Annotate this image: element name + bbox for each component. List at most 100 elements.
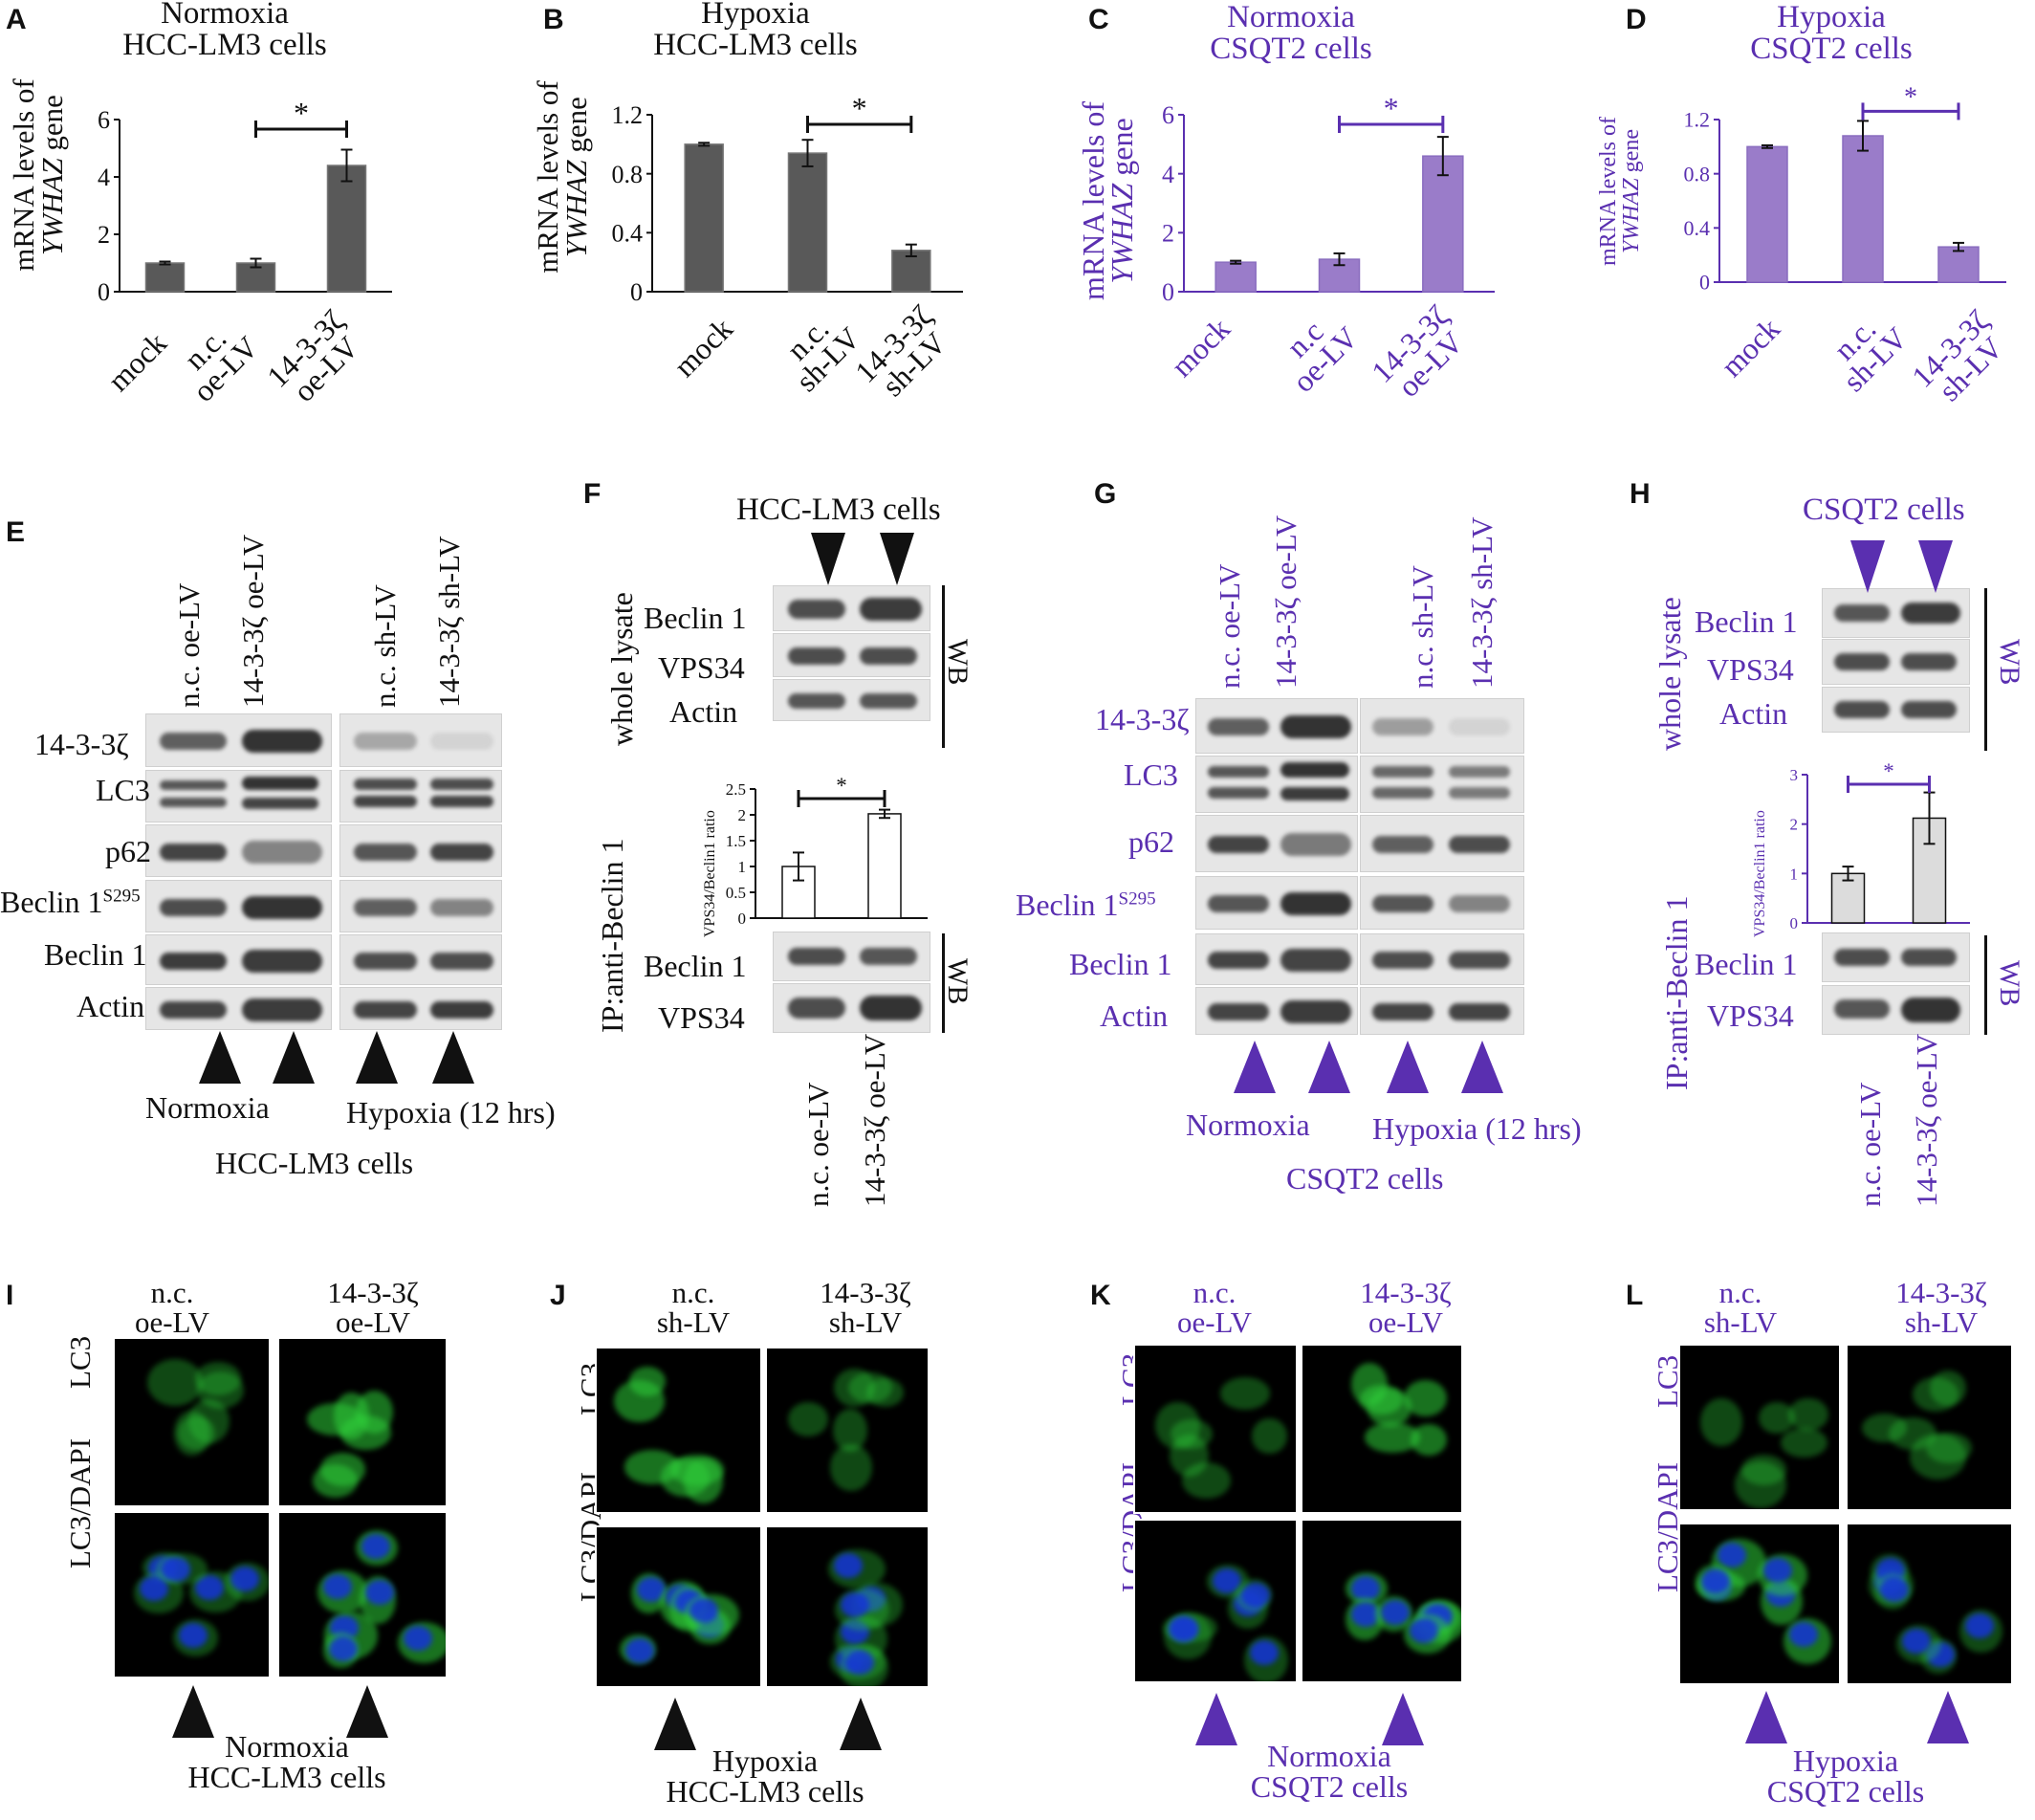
y-tick-label: 0 bbox=[630, 278, 643, 306]
condition-label: Hypoxia CSQT2 cells bbox=[1766, 1743, 1925, 1809]
blot-band bbox=[1280, 1000, 1351, 1023]
cell-blob bbox=[1930, 1370, 1967, 1406]
y-tick-label: 6 bbox=[1162, 101, 1174, 129]
blot-band bbox=[860, 647, 917, 665]
blot-band bbox=[430, 843, 493, 861]
blot-band bbox=[242, 840, 322, 864]
nucleus-blob bbox=[624, 1637, 654, 1663]
cell-blob bbox=[196, 1370, 244, 1410]
blot-band bbox=[1372, 787, 1433, 799]
significance-star: * bbox=[1384, 91, 1399, 125]
row-label: Beclin 1 bbox=[44, 937, 147, 972]
y-tick-label: 3 bbox=[1790, 766, 1799, 784]
blot-strip bbox=[1195, 933, 1358, 985]
panel-letter: L bbox=[1626, 1280, 1644, 1311]
lane-arrow-icon bbox=[811, 533, 845, 585]
cell-line-label: CSQT2 cells bbox=[1803, 493, 1965, 527]
blot-band bbox=[1280, 762, 1349, 778]
blot-strip bbox=[1360, 876, 1524, 930]
lane-arrow-icon bbox=[1745, 1691, 1787, 1743]
blot-band bbox=[1208, 895, 1269, 912]
panel-letter: C bbox=[1088, 4, 1109, 35]
wb-bracket bbox=[1984, 935, 1987, 1035]
y-tick-label: 0 bbox=[1699, 271, 1710, 295]
y-tick-label: 4 bbox=[1162, 161, 1174, 188]
blot-band bbox=[1834, 949, 1890, 966]
lane-arrow-icon bbox=[880, 533, 914, 585]
blot-strip bbox=[1195, 876, 1358, 930]
bar bbox=[684, 143, 724, 293]
chart-title: Hypoxia HCC-LM3 cells bbox=[653, 0, 858, 62]
row-label: Actin bbox=[1719, 696, 1788, 731]
row-label: p62 bbox=[1128, 824, 1174, 859]
lc3-dapi-micrograph bbox=[595, 1525, 762, 1688]
blot-band bbox=[160, 733, 227, 750]
blot-band bbox=[242, 798, 318, 809]
lane-arrow-icon bbox=[1382, 1693, 1424, 1745]
y-tick-label: 0.8 bbox=[1684, 162, 1711, 186]
lane-arrow-icon bbox=[1308, 1041, 1350, 1093]
nucleus-blob bbox=[161, 1557, 190, 1583]
blot-strip bbox=[339, 824, 502, 877]
y-tick-label: 0 bbox=[1790, 914, 1799, 932]
blot-band bbox=[1372, 895, 1433, 912]
lc3-dapi-micrograph bbox=[765, 1525, 930, 1688]
cell-blob bbox=[320, 1453, 366, 1487]
lc3-micrograph bbox=[1301, 1344, 1463, 1514]
blot-band bbox=[160, 843, 227, 861]
blot-band bbox=[788, 693, 845, 709]
blot-band bbox=[1449, 766, 1510, 778]
row-label: 14-3-3ζ bbox=[34, 727, 129, 761]
nucleus-blob bbox=[1213, 1568, 1242, 1594]
chart-title: Normoxia HCC-LM3 cells bbox=[122, 0, 327, 62]
lc3-micrograph bbox=[277, 1337, 448, 1507]
blot-strip bbox=[773, 679, 930, 721]
blot-band bbox=[1280, 715, 1351, 738]
cell-blob bbox=[1734, 1461, 1786, 1508]
blot-strip bbox=[339, 713, 502, 767]
cell-blob bbox=[629, 1367, 667, 1396]
condition-label: Hypoxia (12 hrs) bbox=[1372, 1111, 1582, 1146]
cell-blob bbox=[195, 1362, 241, 1395]
nucleus-blob bbox=[1170, 1616, 1198, 1642]
blot-strip bbox=[145, 713, 332, 767]
cell-blob bbox=[1169, 1434, 1210, 1478]
blot-band bbox=[354, 1000, 417, 1019]
panel-letter: D bbox=[1626, 4, 1647, 35]
row-label: Beclin 1S295 bbox=[1016, 888, 1156, 922]
nucleus-blob bbox=[1925, 1641, 1955, 1667]
blot-band bbox=[1208, 952, 1269, 969]
panel-letter: H bbox=[1630, 478, 1651, 510]
cell-blob bbox=[333, 1392, 370, 1439]
row-label: LC3/DAPI bbox=[63, 1437, 97, 1568]
cell-blob bbox=[1888, 1417, 1937, 1451]
row-label: VPS34 bbox=[1707, 998, 1794, 1033]
y-tick-label: 2 bbox=[1790, 816, 1799, 834]
blot-band bbox=[430, 898, 493, 916]
blot-band bbox=[242, 949, 322, 973]
nucleus-blob bbox=[323, 1574, 353, 1600]
significance-star: * bbox=[1883, 759, 1894, 783]
row-label: VPS34 bbox=[1707, 652, 1794, 687]
column-label: n.c. sh-LV bbox=[656, 1276, 731, 1339]
blot-band bbox=[1901, 653, 1957, 670]
nucleus-blob bbox=[404, 1625, 433, 1651]
blot-band bbox=[1449, 787, 1510, 799]
y-tick-label: 0.8 bbox=[612, 161, 644, 188]
blot-band bbox=[354, 733, 417, 750]
blot-band bbox=[1834, 999, 1890, 1019]
y-tick-label: 0.4 bbox=[1684, 216, 1711, 240]
lc3-dapi-micrograph bbox=[1846, 1523, 2013, 1685]
significance-star: * bbox=[852, 91, 867, 125]
chart-title: Hypoxia CSQT2 cells bbox=[1750, 0, 1913, 66]
blot-strip bbox=[1360, 933, 1524, 985]
blot-strip bbox=[1822, 639, 1970, 685]
blot-band bbox=[1901, 603, 1960, 624]
column-label: 14-3-3ζ sh-LV bbox=[820, 1276, 911, 1339]
row-label: Beclin 1 bbox=[1695, 947, 1798, 981]
blot-strip bbox=[339, 880, 502, 932]
blot-band bbox=[1372, 836, 1433, 853]
blot-band bbox=[1449, 952, 1510, 969]
y-tick-label: 1 bbox=[1790, 865, 1799, 883]
blot-strip bbox=[1195, 698, 1358, 754]
